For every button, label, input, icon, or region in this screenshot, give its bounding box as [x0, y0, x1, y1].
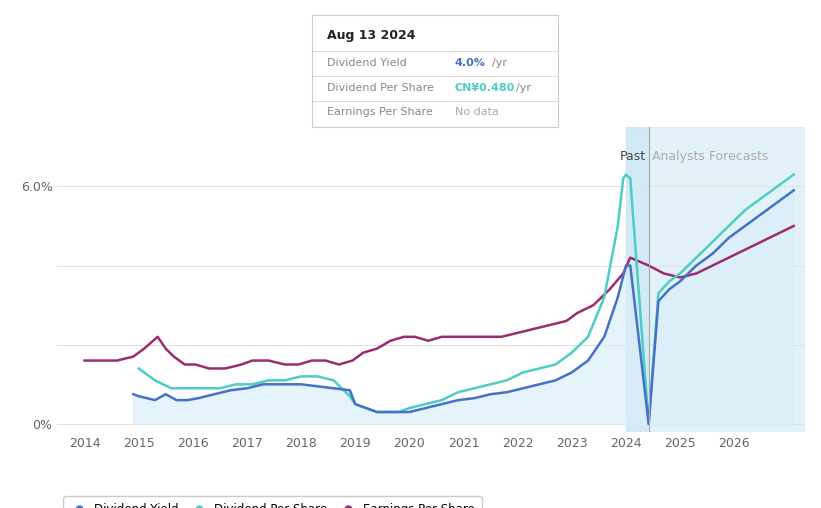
Text: CN¥0.480: CN¥0.480	[455, 83, 515, 93]
Text: No data: No data	[455, 108, 498, 117]
Bar	[626, 127, 649, 432]
Text: /yr: /yr	[516, 83, 531, 93]
Text: Dividend Per Share: Dividend Per Share	[327, 83, 433, 93]
Text: Past: Past	[619, 150, 645, 163]
Text: Earnings Per Share: Earnings Per Share	[327, 108, 433, 117]
Bar	[649, 127, 805, 432]
Text: Analysts Forecasts: Analysts Forecasts	[652, 150, 768, 163]
Text: 4.0%: 4.0%	[455, 58, 486, 68]
Text: Dividend Yield: Dividend Yield	[327, 58, 406, 68]
Text: Aug 13 2024: Aug 13 2024	[327, 28, 415, 42]
Legend: Dividend Yield, Dividend Per Share, Earnings Per Share: Dividend Yield, Dividend Per Share, Earn…	[63, 496, 482, 508]
Text: /yr: /yr	[492, 58, 507, 68]
